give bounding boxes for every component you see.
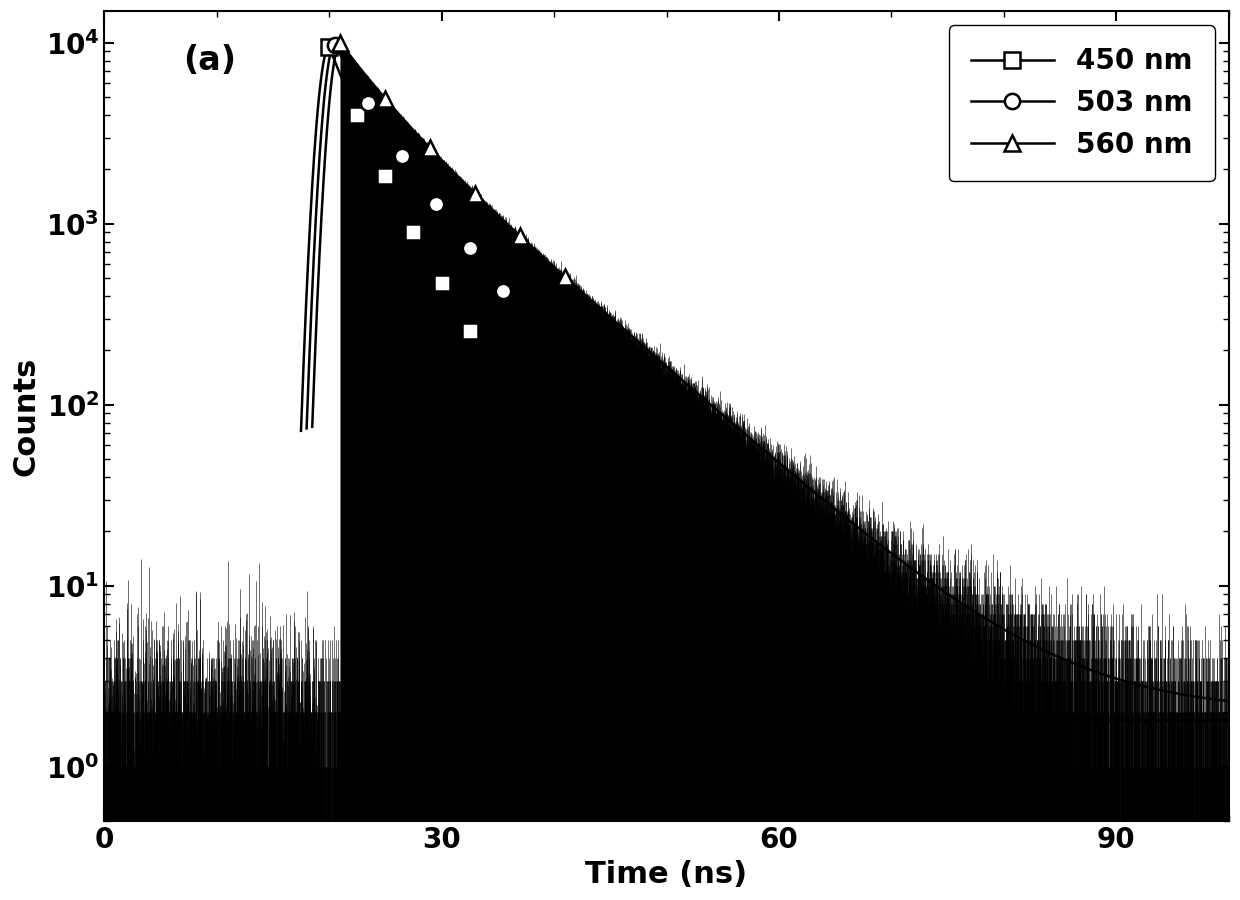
Legend: 450 nm, 503 nm, 560 nm: 450 nm, 503 nm, 560 nm [949,25,1215,181]
450 nm [405,226,420,237]
560 nm [423,143,438,154]
450 nm [434,277,449,288]
503 nm [429,198,444,209]
Text: (a): (a) [184,43,236,76]
503 nm [463,243,477,254]
560 nm [467,188,482,199]
560 nm [378,94,393,104]
450 nm [463,325,477,336]
450 nm [350,110,365,121]
Line: 450 nm: 450 nm [321,40,477,338]
503 nm [496,285,511,296]
450 nm [378,171,393,182]
503 nm [394,150,409,161]
560 nm [332,38,347,49]
X-axis label: Time (ns): Time (ns) [585,860,748,889]
Line: 560 nm: 560 nm [332,35,573,285]
Line: 503 nm: 503 nm [327,37,511,299]
503 nm [327,40,342,50]
503 nm [361,98,376,109]
560 nm [513,231,528,242]
Y-axis label: Counts: Counts [11,356,40,476]
450 nm [321,41,336,52]
560 nm [558,272,573,283]
